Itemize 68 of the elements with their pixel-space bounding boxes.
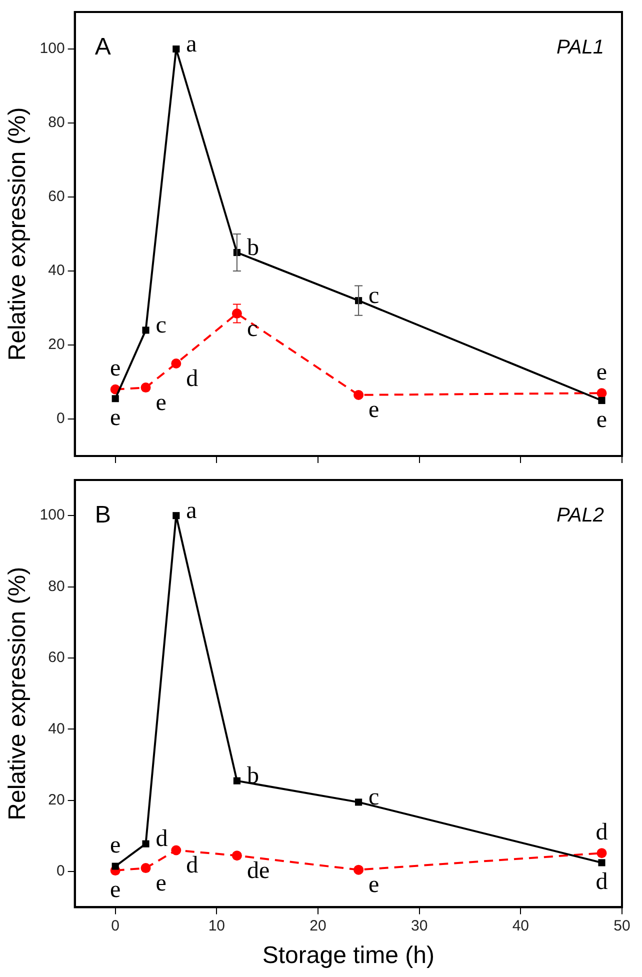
x-tick-label: 0 (111, 917, 120, 934)
annotation: e (368, 397, 380, 424)
annotation: e (110, 832, 121, 859)
annotation: c (246, 316, 258, 342)
annotation: e (596, 359, 608, 386)
annotation: d (596, 819, 608, 846)
annotation: de (246, 858, 270, 884)
annotation: e (110, 876, 121, 903)
y-tick-label: 100 (40, 506, 65, 524)
y-axis-title: Relative expression (%) (4, 107, 32, 361)
point (598, 859, 606, 866)
point (355, 798, 362, 806)
text: B (94, 502, 111, 529)
x-tick-label: 40 (512, 917, 530, 934)
point (172, 512, 180, 520)
y-tick-label: 60 (48, 188, 65, 206)
point (112, 395, 119, 402)
point (171, 358, 182, 368)
x-axis-title: Storage time (h) (262, 942, 434, 970)
annotation: c (368, 282, 380, 309)
y-axis-title: Relative expression (%) (4, 566, 32, 820)
y-tick-label: 0 (56, 862, 65, 880)
text: A (94, 34, 111, 61)
point (596, 388, 607, 398)
annotation: b (246, 234, 259, 261)
annotation: e (110, 356, 121, 382)
annotation: PAL2 (556, 504, 604, 527)
annotation: a (186, 498, 198, 524)
annotation: d (186, 852, 198, 879)
y-tick-label: 80 (48, 578, 65, 595)
x-tick-label: 10 (208, 917, 226, 934)
annotation: e (368, 872, 380, 898)
y-tick-label: 20 (48, 336, 65, 354)
annotation: e (596, 406, 608, 433)
y-tick-label: 100 (40, 40, 65, 58)
point (140, 863, 151, 874)
point (232, 850, 242, 861)
annotation: e (156, 870, 166, 896)
annotation: d (596, 868, 608, 895)
point (112, 862, 119, 870)
x-tick-label: 30 (411, 917, 428, 934)
point (233, 777, 240, 784)
point (171, 845, 182, 856)
y-tick-label: 0 (56, 410, 65, 428)
y-tick-label: 20 (48, 792, 65, 809)
annotation: PAL1 (556, 36, 604, 59)
point (142, 840, 150, 848)
point (142, 326, 150, 334)
y-tick-label: 40 (48, 720, 65, 738)
annotation: c (368, 784, 380, 810)
point (172, 45, 180, 53)
point (354, 390, 364, 400)
annotation: e (110, 404, 121, 431)
y-tick-label: 60 (48, 649, 65, 666)
annotation: d (156, 826, 168, 852)
point (140, 382, 151, 393)
annotation: b (246, 763, 259, 790)
annotation: e (156, 390, 166, 416)
annotation: c (156, 312, 166, 338)
y-tick-label: 40 (48, 262, 65, 280)
annotation: d (186, 366, 198, 392)
point (354, 864, 364, 875)
point (596, 848, 607, 858)
x-tick-label: 50 (614, 917, 630, 934)
y-tick-label: 80 (48, 114, 65, 132)
x-tick-label: 20 (310, 917, 326, 934)
annotation: a (186, 31, 198, 58)
point (598, 396, 606, 404)
